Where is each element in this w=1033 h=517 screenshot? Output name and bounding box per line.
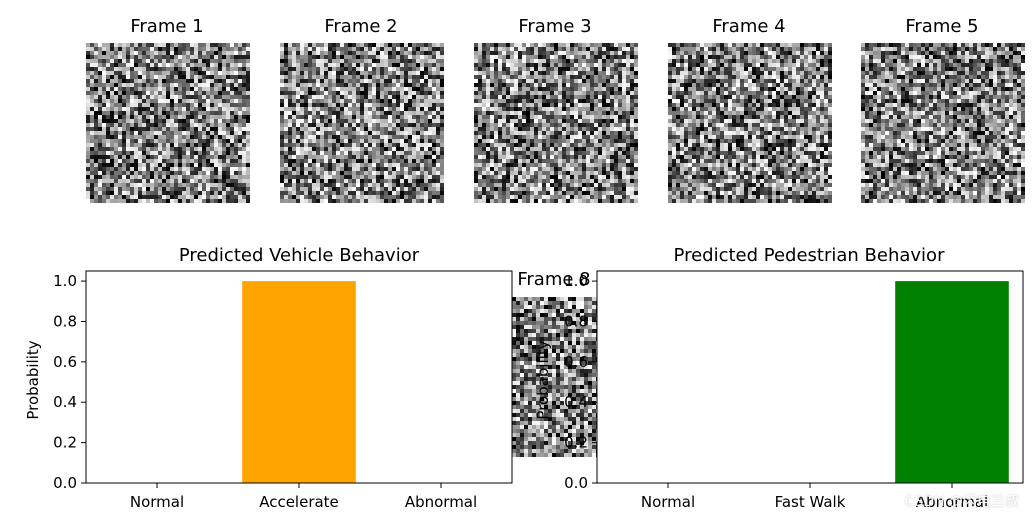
frame-2: Frame 2 [280, 16, 444, 203]
frame-2-title: Frame 2 [324, 16, 397, 37]
frame-8-title: Frame 8 [517, 269, 590, 290]
frame-8-overlay: Frame 8 [512, 269, 600, 457]
frame-1: Frame 1 [86, 16, 250, 203]
chart-0-ytick-label-2: 0.4 [53, 393, 77, 411]
chart-1-ytick-label-0: 0.0 [564, 474, 588, 492]
frames-row: Frame 1 Frame 2 Frame 3 Frame 4 Frame 5 [86, 16, 1025, 203]
chart-1-xtick-label-1: Fast Walk [775, 493, 846, 511]
frame-3-title: Frame 3 [518, 16, 591, 37]
frame-4-title: Frame 4 [712, 16, 785, 37]
frame-5-title: Frame 5 [905, 16, 978, 37]
chart-0-bar-accelerate [242, 281, 356, 483]
frame-5: Frame 5 [861, 16, 1025, 203]
chart-0-xtick-label-2: Abnormal [405, 493, 477, 511]
chart-1-ytick-label-4: 0.8 [564, 312, 588, 330]
chart-1-xtick-label-2: Abnormal [916, 493, 988, 511]
chart-0-axes-border [85, 270, 513, 484]
csdn-watermark: CSDN @闪电三叔 [904, 494, 1019, 510]
chart-1-axes-border [596, 270, 1024, 484]
vehicle-chart-title: Predicted Vehicle Behavior [179, 245, 420, 266]
chart-1-ytick-label-5: 1.0 [564, 272, 588, 290]
chart-0-xtick-label-0: Normal [130, 493, 184, 511]
pedestrian-chart-ylabel: Probability [534, 340, 552, 419]
chart-0-xtick-label-1: Accelerate [259, 493, 339, 511]
chart-0-ytick-label-1: 0.2 [53, 434, 77, 452]
chart-1-ytick-label-3: 0.6 [564, 353, 588, 371]
vehicle-chart-ylabel: Probability [24, 340, 42, 419]
chart-0-ytick-label-5: 1.0 [53, 272, 77, 290]
chart-0-ytick-label-0: 0.0 [53, 474, 77, 492]
chart-0-ytick-label-4: 0.8 [53, 312, 77, 330]
pedestrian-behavior-chart: Predicted Pedestrian Behavior Probabilit… [534, 245, 1024, 511]
chart-1-bar-abnormal [895, 281, 1009, 483]
vehicle-behavior-chart: Predicted Vehicle Behavior Probability N… [24, 245, 513, 511]
frame-3: Frame 3 [474, 16, 638, 203]
frame-1-title: Frame 1 [130, 16, 203, 37]
chart-1-ytick-label-1: 0.2 [564, 434, 588, 452]
frame-4: Frame 4 [668, 16, 832, 203]
chart-1-xtick-label-0: Normal [641, 493, 695, 511]
pedestrian-chart-title: Predicted Pedestrian Behavior [674, 245, 946, 266]
chart-1-ytick-label-2: 0.4 [564, 393, 588, 411]
chart-0-ytick-label-3: 0.6 [53, 353, 77, 371]
